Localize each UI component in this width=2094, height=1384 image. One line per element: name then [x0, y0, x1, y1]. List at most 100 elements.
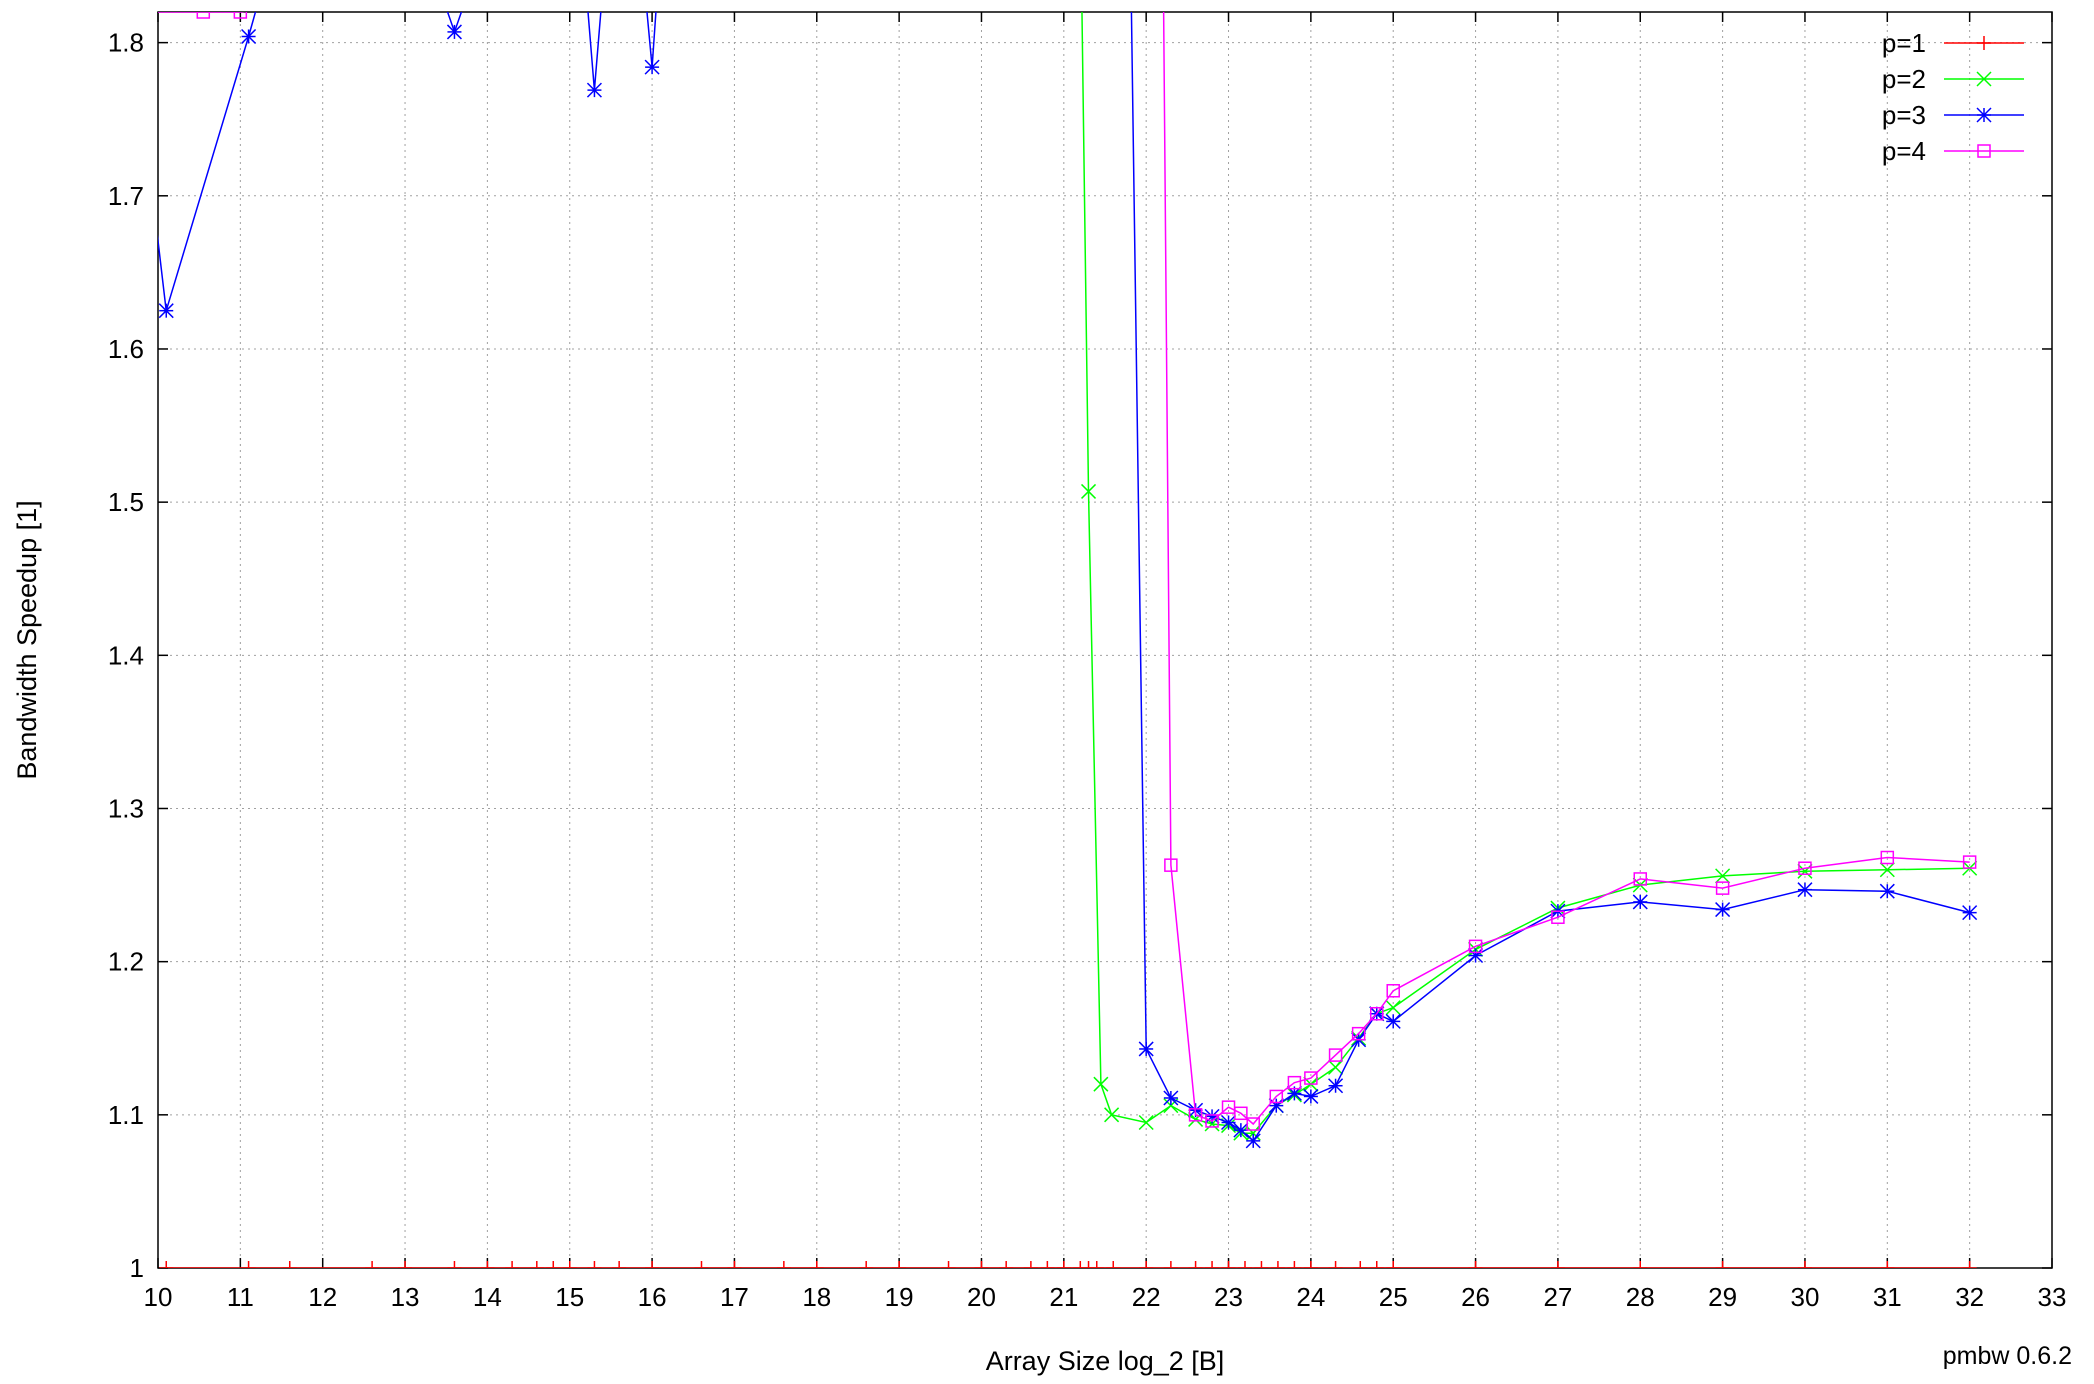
data-point: [1221, 1261, 1236, 1268]
data-point: [1962, 1261, 1977, 1268]
data-point: [612, 1261, 627, 1268]
data-point: [1880, 1261, 1895, 1268]
data-point: [1468, 948, 1484, 964]
data-point: [1205, 1261, 1220, 1268]
data-point: [859, 1261, 874, 1268]
data-point: [727, 1261, 742, 1268]
data-point: [446, 24, 462, 40]
data-point: [1880, 850, 1895, 865]
series-line: [158, 12, 1970, 1126]
data-point: [1269, 1089, 1284, 1104]
x-tick-label: 15: [555, 1282, 584, 1312]
data-point: [529, 1261, 544, 1268]
data-point: [1962, 905, 1978, 921]
data-point: [1104, 1107, 1120, 1123]
data-point: [941, 1261, 956, 1268]
legend-marker: [1977, 144, 1991, 158]
data-point: [645, 1261, 660, 1268]
data-point: [809, 1261, 824, 1268]
data-point: [1369, 1261, 1384, 1268]
legend-label: p=2: [1882, 64, 1926, 94]
x-tick-label: 24: [1296, 1282, 1325, 1312]
x-tick-label: 16: [638, 1282, 667, 1312]
data-point: [159, 1261, 174, 1268]
data-point: [1245, 1125, 1261, 1141]
data-point: [562, 1261, 577, 1268]
data-point: [1056, 1261, 1071, 1268]
data-point: [1633, 1261, 1648, 1268]
data-point: [1237, 1261, 1252, 1268]
series-p=4: [158, 12, 1977, 1131]
y-tick-label: 1.4: [108, 640, 144, 670]
data-point: [1268, 1098, 1284, 1114]
series-p=1: [159, 1261, 1977, 1268]
data-point: [1270, 1261, 1285, 1268]
y-tick-label: 1.5: [108, 487, 144, 517]
data-point: [1550, 1261, 1565, 1268]
x-tick-label: 28: [1626, 1282, 1655, 1312]
data-point: [546, 1261, 561, 1268]
data-point: [1304, 1071, 1318, 1085]
data-point: [1798, 861, 1812, 875]
data-point: [1023, 1261, 1038, 1268]
x-tick-label: 22: [1132, 1282, 1161, 1312]
data-point: [241, 28, 257, 45]
data-point: [1245, 1133, 1261, 1149]
data-point: [1715, 902, 1731, 918]
y-tick-label: 1.7: [108, 181, 144, 211]
x-tick-label: 25: [1379, 1282, 1408, 1312]
data-point: [1468, 939, 1483, 954]
legend-label: p=4: [1882, 136, 1926, 166]
data-point: [1328, 1078, 1344, 1094]
x-tick-label: 26: [1461, 1282, 1490, 1312]
data-point: [1962, 855, 1977, 869]
data-point: [1328, 1059, 1344, 1075]
data-point: [282, 1261, 297, 1268]
data-point: [1715, 868, 1731, 884]
data-point: [1303, 1088, 1319, 1104]
data-point: [1551, 910, 1565, 924]
data-point: [1632, 894, 1648, 910]
data-point: [1234, 1106, 1248, 1121]
data-point: [1139, 1261, 1154, 1268]
data-point: [1163, 1261, 1178, 1268]
data-point: [505, 1261, 520, 1268]
series-p=3: [158, 12, 1978, 1149]
legend: p=1 p=2 p=3 p=4: [1882, 28, 2024, 166]
data-point: [1163, 1090, 1179, 1106]
data-point: [1287, 1075, 1302, 1090]
grid-lines: [158, 12, 2052, 1268]
data-point: [480, 1261, 495, 1268]
x-tick-label: 12: [308, 1282, 337, 1312]
x-axis-title: Array Size log_2 [B]: [986, 1346, 1225, 1376]
data-point: [1138, 1041, 1154, 1057]
x-tick-label: 18: [802, 1282, 831, 1312]
data-point: [1089, 1261, 1104, 1268]
legend-marker: [1976, 107, 1992, 123]
data-point: [776, 1261, 791, 1268]
data-point: [398, 1261, 413, 1268]
data-point: [365, 1261, 380, 1268]
y-tick-label: 1.8: [108, 28, 144, 58]
data-point: [1468, 1261, 1483, 1268]
data-point: [1353, 1261, 1368, 1268]
data-point: [1188, 1108, 1203, 1122]
data-point: [1386, 1261, 1401, 1268]
data-point: [1351, 1026, 1366, 1041]
x-tick-label: 11: [227, 1282, 254, 1312]
x-tick-label: 33: [2038, 1282, 2067, 1312]
data-point: [1188, 1261, 1203, 1268]
y-tick-label: 1.1: [108, 1100, 144, 1130]
data-point: [1385, 1013, 1401, 1029]
data-point: [1633, 872, 1648, 886]
x-tick-label: 10: [144, 1282, 173, 1312]
x-tick-label: 19: [885, 1282, 914, 1312]
data-point: [1797, 1261, 1812, 1268]
x-tick-label: 20: [967, 1282, 996, 1312]
data-point: [892, 1261, 907, 1268]
data-point: [1138, 1114, 1154, 1131]
data-point: [974, 1261, 989, 1268]
x-tick-label: 23: [1214, 1282, 1243, 1312]
data-point: [1328, 1261, 1343, 1268]
data-point: [241, 1261, 256, 1268]
